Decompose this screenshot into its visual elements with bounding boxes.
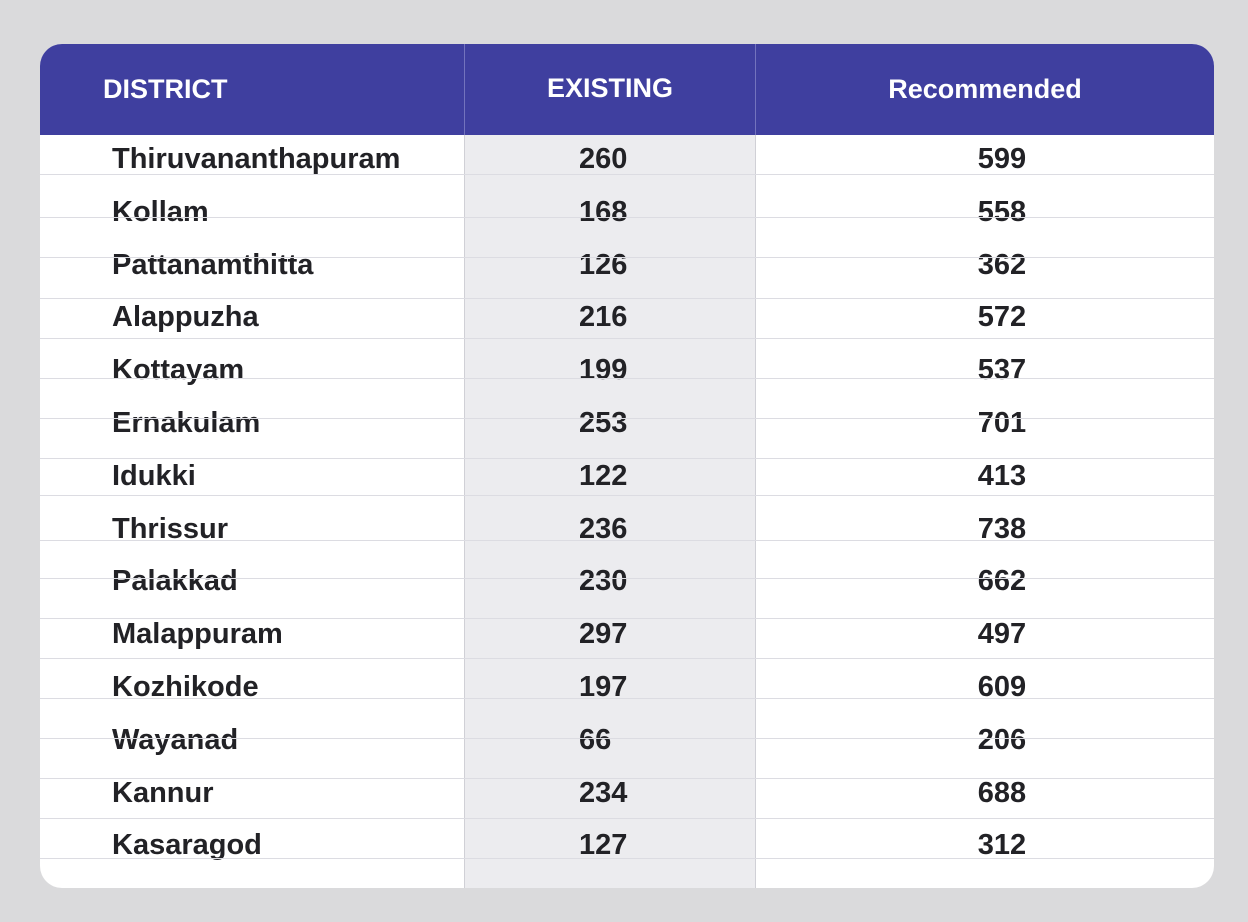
recommended-value-cell: 599: [977, 143, 1027, 175]
district-cell: Kasaragod: [112, 829, 262, 862]
column-header-recommended: Recommended: [888, 74, 1082, 104]
existing-value-cell: 230: [579, 565, 628, 598]
column-header-existing: EXISTING: [546, 73, 674, 103]
row-divider: [40, 618, 1214, 619]
recommended-value-cell: 206: [977, 723, 1027, 756]
recommended-value-cell: 609: [977, 671, 1027, 703]
row-divider: [40, 818, 1214, 819]
table-header: DISTRICT EXISTING Recommended: [40, 44, 1214, 135]
row-divider: [40, 298, 1214, 299]
recommended-value-cell: 497: [977, 618, 1027, 651]
row-divider: [40, 658, 1214, 659]
existing-value-cell: 122: [579, 459, 628, 492]
existing-value-cell: 168: [579, 195, 628, 228]
district-cell: Thrissur: [112, 512, 229, 545]
existing-value-cell: 127: [579, 829, 628, 862]
district-cell: Malappuram: [112, 618, 283, 651]
column-header-district: DISTRICT: [103, 74, 228, 104]
row-divider: [40, 458, 1214, 459]
header-divider: [755, 44, 756, 135]
recommended-value-cell: 688: [977, 776, 1027, 809]
row-divider: [40, 174, 1214, 175]
district-cell: Kannur: [112, 776, 214, 809]
recommended-value-cell: 413: [977, 459, 1027, 492]
row-divider: [40, 418, 1214, 419]
recommended-value-cell: 362: [977, 248, 1027, 281]
row-divider: [40, 578, 1214, 579]
row-divider: [40, 778, 1214, 779]
row-divider: [40, 217, 1214, 218]
existing-value-cell: 216: [579, 301, 628, 334]
existing-value-cell: 253: [579, 407, 628, 439]
district-cell: Idukki: [112, 459, 196, 492]
recommended-value-cell: 537: [977, 354, 1027, 387]
header-divider: [464, 44, 465, 135]
district-cell: Thiruvananthapuram: [112, 143, 401, 175]
recommended-value-cell: 738: [977, 512, 1027, 545]
row-divider: [40, 540, 1214, 541]
existing-value-cell: 260: [579, 143, 628, 175]
row-divider: [40, 495, 1214, 496]
recommended-value-cell: 312: [977, 829, 1027, 862]
row-divider: [40, 257, 1214, 258]
district-cell: Pattanamthitta: [112, 248, 314, 281]
recommended-value-cell: 701: [977, 407, 1027, 439]
existing-value-cell: 66: [579, 723, 612, 756]
row-divider: [40, 738, 1214, 739]
existing-value-cell: 297: [579, 618, 628, 651]
row-divider: [40, 698, 1214, 699]
district-cell: Alappuzha: [112, 301, 259, 334]
row-divider: [40, 858, 1214, 859]
recommended-value-cell: 662: [977, 565, 1027, 598]
district-cell: Kozhikode: [112, 671, 259, 703]
existing-value-cell: 234: [579, 776, 628, 809]
existing-value-cell: 126: [579, 248, 628, 281]
existing-value-cell: 236: [579, 512, 628, 545]
district-table: DISTRICT EXISTING Recommended Thiruvanan…: [40, 44, 1214, 888]
row-divider: [40, 378, 1214, 379]
existing-value-cell: 197: [579, 671, 628, 703]
recommended-value-cell: 558: [977, 195, 1027, 228]
existing-column-shade: [465, 44, 755, 888]
column-divider: [464, 44, 465, 888]
recommended-value-cell: 572: [977, 301, 1027, 334]
district-cell: Kollam: [112, 195, 209, 228]
column-divider: [755, 44, 756, 888]
row-divider: [40, 338, 1214, 339]
district-cell: Ernakulam: [112, 407, 261, 439]
district-cell: Wayanad: [112, 723, 239, 756]
existing-value-cell: 199: [579, 354, 628, 387]
district-cell: Kottayam: [112, 354, 245, 387]
district-cell: Palakkad: [112, 565, 238, 598]
